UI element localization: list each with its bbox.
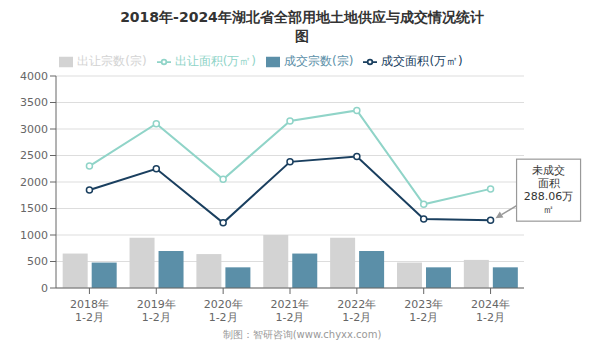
svg-text:2022年1-2月: 2022年1-2月 <box>337 298 376 324</box>
html-text:2018年-2024年湖北省全部用地土地供应与成交情况统计: 2018年-2024年湖北省全部用地土地供应与成交情况统计 <box>120 9 484 25</box>
svg-text:500: 500 <box>27 255 48 268</box>
svg-text:4000: 4000 <box>20 70 48 83</box>
svg-text:2023年1-2月: 2023年1-2月 <box>404 298 443 324</box>
html-text:出让面积(万㎡): 出让面积(万㎡) <box>174 54 256 68</box>
html-text:图: 图 <box>295 28 309 44</box>
svg-text:3000: 3000 <box>20 123 48 136</box>
svg-text:3500: 3500 <box>20 96 48 109</box>
html-text:成交宗数(宗): 成交宗数(宗) <box>284 54 354 68</box>
svg-text:2018年1-2月: 2018年1-2月 <box>70 298 109 324</box>
svg-text:2000: 2000 <box>20 176 48 189</box>
svg-text:0: 0 <box>41 282 48 295</box>
svg-text:1000: 1000 <box>20 229 48 242</box>
html-text:成交面积(万㎡): 成交面积(万㎡) <box>381 54 463 68</box>
svg-text:2500: 2500 <box>20 149 48 162</box>
svg-text:1500: 1500 <box>20 202 48 215</box>
html-text:制图：智研咨询(www.chyxx.com): 制图：智研咨询(www.chyxx.com) <box>222 329 382 340</box>
svg-text:未成交面积288.06万㎡: 未成交面积288.06万㎡ <box>524 164 574 216</box>
svg-text:2021年1-2月: 2021年1-2月 <box>271 298 310 324</box>
svg-text:2019年1-2月: 2019年1-2月 <box>137 298 176 324</box>
svg-text:2020年1-2月: 2020年1-2月 <box>204 298 243 324</box>
svg-text:2024年1-2月: 2024年1-2月 <box>471 298 510 324</box>
html-text:出让宗数(宗): 出让宗数(宗) <box>77 54 147 68</box>
